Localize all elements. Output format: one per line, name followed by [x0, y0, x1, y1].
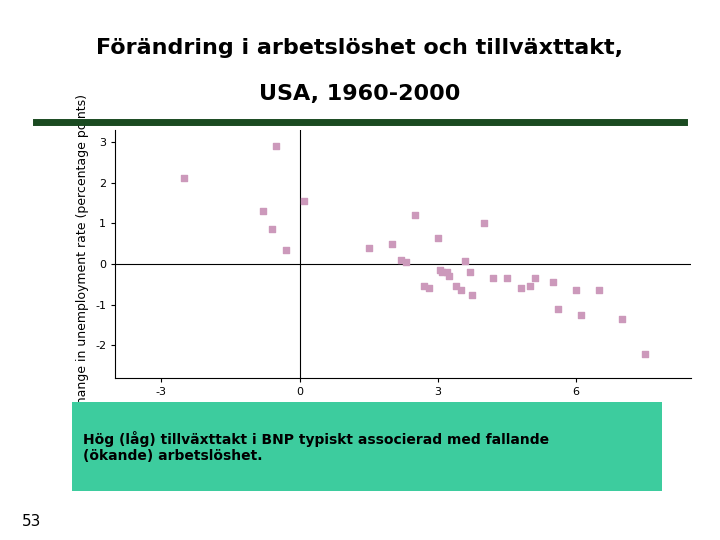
Point	[436, 268, 448, 276]
Point	[271, 141, 282, 150]
Point	[363, 244, 374, 252]
Point	[434, 266, 446, 274]
Point	[570, 286, 582, 295]
Text: Hög (låg) tillväxttakt i BNP typiskt associerad med fallande
(ökande) arbetslösh: Hög (låg) tillväxttakt i BNP typiskt ass…	[83, 431, 549, 463]
Point	[409, 211, 420, 219]
X-axis label: GDP growth (percent): GDP growth (percent)	[335, 403, 472, 416]
Point	[616, 315, 628, 323]
Point	[455, 286, 467, 295]
Point	[528, 274, 540, 282]
Point	[487, 274, 499, 282]
Y-axis label: Change in unemployment rate (percentage points): Change in unemployment rate (percentage …	[76, 94, 89, 413]
Point	[423, 284, 434, 293]
Point	[395, 255, 407, 264]
Point	[547, 278, 559, 287]
Point	[386, 239, 397, 248]
Point	[298, 197, 310, 205]
Point	[444, 272, 455, 280]
Point	[179, 174, 190, 183]
Point	[464, 268, 476, 276]
Point	[552, 305, 563, 313]
Point	[441, 268, 453, 276]
Point	[467, 290, 478, 299]
Text: Förändring i arbetslöshet och tillväxttakt,: Förändring i arbetslöshet och tillväxtta…	[96, 38, 624, 58]
Point	[432, 233, 444, 242]
Point	[515, 284, 526, 293]
Point	[575, 310, 586, 319]
Text: 53: 53	[22, 514, 41, 529]
Point	[257, 207, 269, 215]
Point	[459, 257, 471, 266]
Point	[400, 258, 411, 266]
Point	[266, 225, 278, 234]
Point	[524, 282, 536, 291]
Point	[418, 282, 430, 291]
Point	[501, 274, 513, 282]
Point	[478, 219, 490, 227]
Point	[593, 286, 605, 295]
Text: USA, 1960-2000: USA, 1960-2000	[259, 84, 461, 104]
Point	[639, 349, 651, 358]
Point	[280, 245, 292, 254]
Point	[451, 282, 462, 291]
